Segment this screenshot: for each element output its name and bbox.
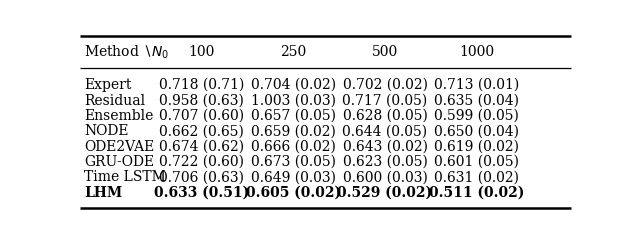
- Text: ODE2VAE: ODE2VAE: [84, 139, 154, 154]
- Text: 0.599 (0.05): 0.599 (0.05): [435, 109, 519, 123]
- Text: NODE: NODE: [84, 124, 129, 138]
- Text: 0.628 (0.05): 0.628 (0.05): [342, 109, 428, 123]
- Text: 0.529 (0.02): 0.529 (0.02): [337, 186, 433, 199]
- Text: 0.718 (0.71): 0.718 (0.71): [159, 78, 244, 92]
- Text: 0.631 (0.02): 0.631 (0.02): [435, 170, 519, 184]
- Text: 0.650 (0.04): 0.650 (0.04): [435, 124, 519, 138]
- Text: 0.643 (0.02): 0.643 (0.02): [342, 139, 428, 154]
- Text: 250: 250: [280, 45, 307, 59]
- Text: 0.704 (0.02): 0.704 (0.02): [251, 78, 336, 92]
- Text: 0.619 (0.02): 0.619 (0.02): [435, 139, 519, 154]
- Text: 0.601 (0.05): 0.601 (0.05): [435, 155, 519, 169]
- Text: 0.706 (0.63): 0.706 (0.63): [159, 170, 244, 184]
- Text: 1000: 1000: [460, 45, 494, 59]
- Text: 0.511 (0.02): 0.511 (0.02): [429, 186, 525, 199]
- Text: Time LSTM: Time LSTM: [84, 170, 166, 184]
- Text: 0.958 (0.63): 0.958 (0.63): [159, 94, 244, 108]
- Text: 0.644 (0.05): 0.644 (0.05): [342, 124, 428, 138]
- Text: 0.707 (0.60): 0.707 (0.60): [159, 109, 244, 123]
- Text: Ensemble: Ensemble: [84, 109, 154, 123]
- Text: 1.003 (0.03): 1.003 (0.03): [251, 94, 336, 108]
- Text: 0.666 (0.02): 0.666 (0.02): [251, 139, 336, 154]
- Text: Expert: Expert: [84, 78, 131, 92]
- Text: GRU-ODE: GRU-ODE: [84, 155, 154, 169]
- Text: 100: 100: [188, 45, 214, 59]
- Text: 500: 500: [372, 45, 398, 59]
- Text: 0.633 (0.51): 0.633 (0.51): [154, 186, 249, 199]
- Text: 0.662 (0.65): 0.662 (0.65): [159, 124, 244, 138]
- Text: 0.713 (0.01): 0.713 (0.01): [434, 78, 520, 92]
- Text: 0.623 (0.05): 0.623 (0.05): [342, 155, 428, 169]
- Text: 0.635 (0.04): 0.635 (0.04): [435, 94, 519, 108]
- Text: LHM: LHM: [84, 186, 122, 199]
- Text: Method $\setminus N_0$: Method $\setminus N_0$: [84, 43, 169, 60]
- Text: 0.605 (0.02): 0.605 (0.02): [246, 186, 341, 199]
- Text: 0.674 (0.62): 0.674 (0.62): [159, 139, 244, 154]
- Text: 0.673 (0.05): 0.673 (0.05): [251, 155, 336, 169]
- Text: 0.649 (0.03): 0.649 (0.03): [251, 170, 336, 184]
- Text: 0.659 (0.02): 0.659 (0.02): [251, 124, 336, 138]
- Text: 0.600 (0.03): 0.600 (0.03): [342, 170, 428, 184]
- Text: 0.657 (0.05): 0.657 (0.05): [251, 109, 336, 123]
- Text: Residual: Residual: [84, 94, 145, 108]
- Text: 0.717 (0.05): 0.717 (0.05): [342, 94, 428, 108]
- Text: 0.722 (0.60): 0.722 (0.60): [159, 155, 244, 169]
- Text: 0.702 (0.02): 0.702 (0.02): [342, 78, 428, 92]
